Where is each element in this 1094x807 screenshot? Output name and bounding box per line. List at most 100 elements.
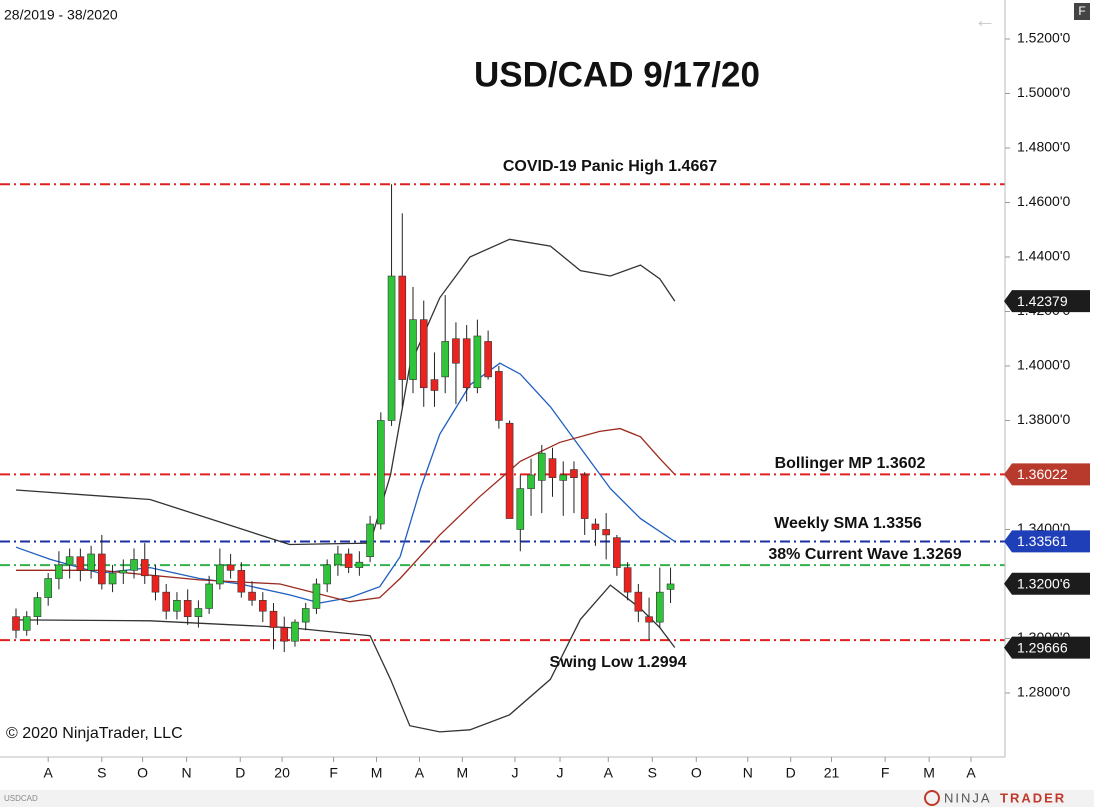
candle-body bbox=[495, 371, 503, 421]
level-label: Swing Low 1.2994 bbox=[550, 654, 687, 671]
period-label: 28/2019 - 38/2020 bbox=[4, 7, 118, 23]
y-tick-label: 1.5200'0 bbox=[1017, 30, 1070, 46]
candle-body bbox=[216, 564, 224, 585]
y-tick-label: 1.2800'0 bbox=[1017, 684, 1070, 700]
candle-body bbox=[355, 561, 364, 568]
toolbar-button[interactable] bbox=[1074, 3, 1090, 20]
candle-body bbox=[409, 319, 417, 380]
candle-body bbox=[269, 610, 278, 628]
level-label: COVID-19 Panic High 1.4667 bbox=[503, 158, 717, 175]
x-tick-label: S bbox=[97, 765, 106, 781]
price-tag-label: 1.36022 bbox=[1017, 466, 1068, 482]
price-axis: 1.5200'0 1.5000'0 1.4800'0 1.4600'0 1.4400'0… bbox=[44, 30, 1090, 781]
candle-body bbox=[623, 567, 632, 593]
x-tick-label: O bbox=[137, 765, 148, 781]
candle-body bbox=[291, 621, 299, 642]
x-tick-label: A bbox=[604, 765, 614, 781]
candle-body bbox=[666, 583, 675, 590]
candle-body bbox=[194, 608, 203, 617]
candle-body bbox=[119, 570, 128, 574]
price-tag-label: 1.29666 bbox=[1017, 639, 1068, 655]
x-tick-label: D bbox=[235, 765, 245, 781]
candle-body bbox=[419, 319, 428, 389]
candle-body bbox=[473, 335, 482, 389]
candle-body bbox=[645, 616, 653, 623]
level-label: Bollinger MP 1.3602 bbox=[775, 455, 926, 472]
x-tick-label: O bbox=[691, 765, 702, 781]
price-tag-label: 1.42379 bbox=[1017, 293, 1068, 309]
candle-body bbox=[237, 570, 246, 593]
indicator-line bbox=[15, 362, 676, 604]
price-tag-label: 1.33561 bbox=[1017, 533, 1068, 549]
level-label: Weekly SMA 1.3356 bbox=[774, 515, 922, 532]
candle-body bbox=[634, 591, 643, 612]
candle-body bbox=[462, 338, 471, 389]
candle-body bbox=[140, 559, 149, 577]
x-tick-label: N bbox=[182, 765, 192, 781]
x-tick-label: A bbox=[44, 765, 54, 781]
candle-body bbox=[387, 275, 396, 421]
candle-body bbox=[366, 523, 374, 558]
candle-body bbox=[226, 564, 235, 571]
candle-body bbox=[22, 616, 31, 631]
candle-body bbox=[76, 556, 85, 571]
price-tag bbox=[1004, 290, 1090, 313]
x-tick-label: A bbox=[415, 765, 425, 781]
candle-body bbox=[484, 341, 492, 378]
x-tick-label: M bbox=[457, 765, 469, 781]
logo-icon bbox=[924, 790, 940, 806]
candle-body bbox=[527, 474, 535, 489]
candle-body bbox=[55, 564, 63, 579]
candle-body bbox=[344, 553, 353, 568]
candle-body bbox=[12, 616, 20, 631]
price-tag bbox=[1004, 636, 1090, 659]
candle-body bbox=[613, 537, 621, 568]
price-tag bbox=[1004, 530, 1090, 553]
x-tick-label: F bbox=[329, 765, 338, 781]
candle-body bbox=[323, 564, 331, 585]
candle-body bbox=[591, 523, 600, 530]
footer-strip bbox=[0, 790, 1094, 807]
x-tick-label: M bbox=[371, 765, 383, 781]
x-tick-label: 20 bbox=[274, 765, 290, 781]
candle-body bbox=[312, 583, 321, 609]
candle-body bbox=[258, 600, 267, 612]
candle-body bbox=[130, 559, 138, 571]
candle-body bbox=[98, 553, 106, 585]
candle-body bbox=[452, 338, 460, 364]
candle-body bbox=[398, 275, 407, 380]
candle-body bbox=[377, 420, 385, 525]
candle-body bbox=[441, 341, 450, 378]
candle-body bbox=[248, 591, 256, 601]
x-tick-label: F bbox=[881, 765, 890, 781]
candle-body bbox=[548, 458, 557, 478]
candle-body bbox=[151, 575, 160, 593]
candle-body bbox=[44, 578, 52, 598]
candle-body bbox=[205, 583, 213, 609]
x-tick-label: A bbox=[966, 765, 976, 781]
x-tick-label: N bbox=[743, 765, 753, 781]
y-tick-label: 1.4400'0 bbox=[1017, 248, 1070, 264]
candle-body bbox=[33, 597, 42, 617]
back-arrow-icon[interactable]: ← bbox=[974, 7, 996, 32]
copyright: © 2020 NinjaTrader, LLC bbox=[6, 725, 183, 742]
toolbar-label[interactable]: F bbox=[1078, 4, 1085, 18]
candle-body bbox=[280, 627, 289, 642]
x-tick-label: J bbox=[557, 765, 564, 781]
logo-left: NINJA bbox=[944, 790, 992, 805]
price-tag bbox=[1004, 572, 1090, 595]
y-tick-label: 1.5000'0 bbox=[1017, 84, 1070, 100]
symbol-label: USDCAD bbox=[4, 794, 38, 803]
x-tick-label: S bbox=[648, 765, 657, 781]
candle-body bbox=[570, 469, 578, 478]
price-tag-label: 1.3200'6 bbox=[1017, 576, 1070, 592]
level-label: 38% Current Wave 1.3269 bbox=[768, 546, 961, 563]
y-tick-label: 1.4800'0 bbox=[1017, 139, 1070, 155]
candle-body bbox=[602, 529, 610, 536]
candle-body bbox=[580, 474, 589, 519]
x-tick-label: M bbox=[923, 765, 935, 781]
candle-body bbox=[656, 591, 664, 623]
candle-body bbox=[559, 474, 568, 481]
